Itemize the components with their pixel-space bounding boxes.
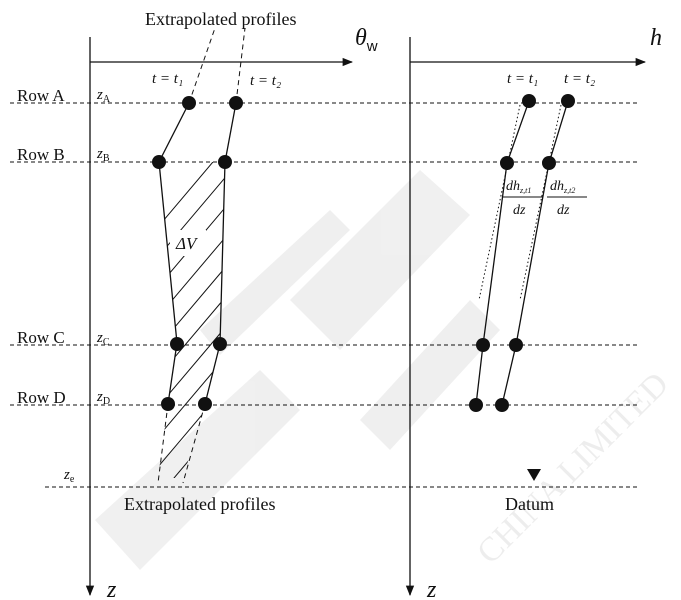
datum-label: Datum	[505, 494, 554, 514]
delta-v-label-bg	[170, 230, 206, 256]
head-profile-t2	[501, 100, 569, 406]
point-b-t2	[218, 155, 232, 169]
dh-t1-numerator: dhz,t1	[506, 179, 531, 195]
dz-t1-denominator: dz	[513, 203, 526, 218]
head-point-a-t1	[522, 94, 536, 108]
row-a-label: Row A	[17, 86, 65, 105]
z-axis-label-left: z	[106, 577, 117, 600]
dh-t2-numerator: dhz,t2	[550, 179, 575, 195]
z-a-label: zA	[96, 87, 111, 105]
datum-triangle-icon	[527, 469, 541, 481]
t2-right-label: t = t₂	[564, 71, 595, 87]
left-points	[152, 96, 243, 411]
head-point-c-t2	[509, 338, 523, 352]
point-a-t1	[182, 96, 196, 110]
extrapolated-profiles-top-label: Extrapolated profiles	[145, 9, 296, 29]
point-c-t2	[213, 337, 227, 351]
extrapolated-profiles-bottom-label: Extrapolated profiles	[124, 494, 275, 514]
extrap-t1-top	[188, 27, 216, 104]
t2-left-label: t = t₂	[250, 73, 281, 89]
z-e-label: ze	[63, 467, 75, 485]
z-b-label: zB	[96, 146, 110, 164]
z-d-label: zD	[96, 389, 110, 407]
delta-v-label: ΔV	[175, 234, 199, 253]
point-d-t1	[161, 397, 175, 411]
extrap-t1-bottom	[157, 403, 169, 484]
profile-t1-left	[158, 102, 190, 405]
row-c-label: Row C	[17, 328, 65, 347]
extrapolated-profiles	[157, 27, 246, 484]
t1-left-label: t = t₁	[152, 71, 183, 87]
point-a-t2	[229, 96, 243, 110]
row-d-label: Row D	[17, 388, 66, 407]
z-axis-label-right: z	[426, 577, 437, 600]
theta-axis-label: θw	[355, 25, 378, 55]
tangent-t1	[478, 104, 521, 301]
row-b-label: Row B	[17, 145, 65, 164]
right-points	[469, 94, 575, 412]
z-c-label: zC	[96, 330, 110, 348]
extrap-t2-top	[235, 27, 246, 104]
head-point-b-t2	[542, 156, 556, 170]
t1-right-label: t = t₁	[507, 71, 538, 87]
dz-t2-denominator: dz	[557, 203, 570, 218]
point-d-t2	[198, 397, 212, 411]
h-axis-label: h	[650, 25, 662, 51]
profile-t2-left	[204, 102, 237, 405]
head-point-b-t1	[500, 156, 514, 170]
head-point-c-t1	[476, 338, 490, 352]
point-b-t1	[152, 155, 166, 169]
head-point-d-t2	[495, 398, 509, 412]
head-point-d-t1	[469, 398, 483, 412]
watermark-text: CHINA LIMITED	[470, 365, 676, 571]
extrap-t2-bottom	[182, 403, 206, 484]
head-profile-t1	[475, 100, 530, 406]
gradient-tangents	[478, 104, 562, 301]
tangent-t2	[519, 104, 562, 301]
point-c-t1	[170, 337, 184, 351]
head-point-a-t2	[561, 94, 575, 108]
